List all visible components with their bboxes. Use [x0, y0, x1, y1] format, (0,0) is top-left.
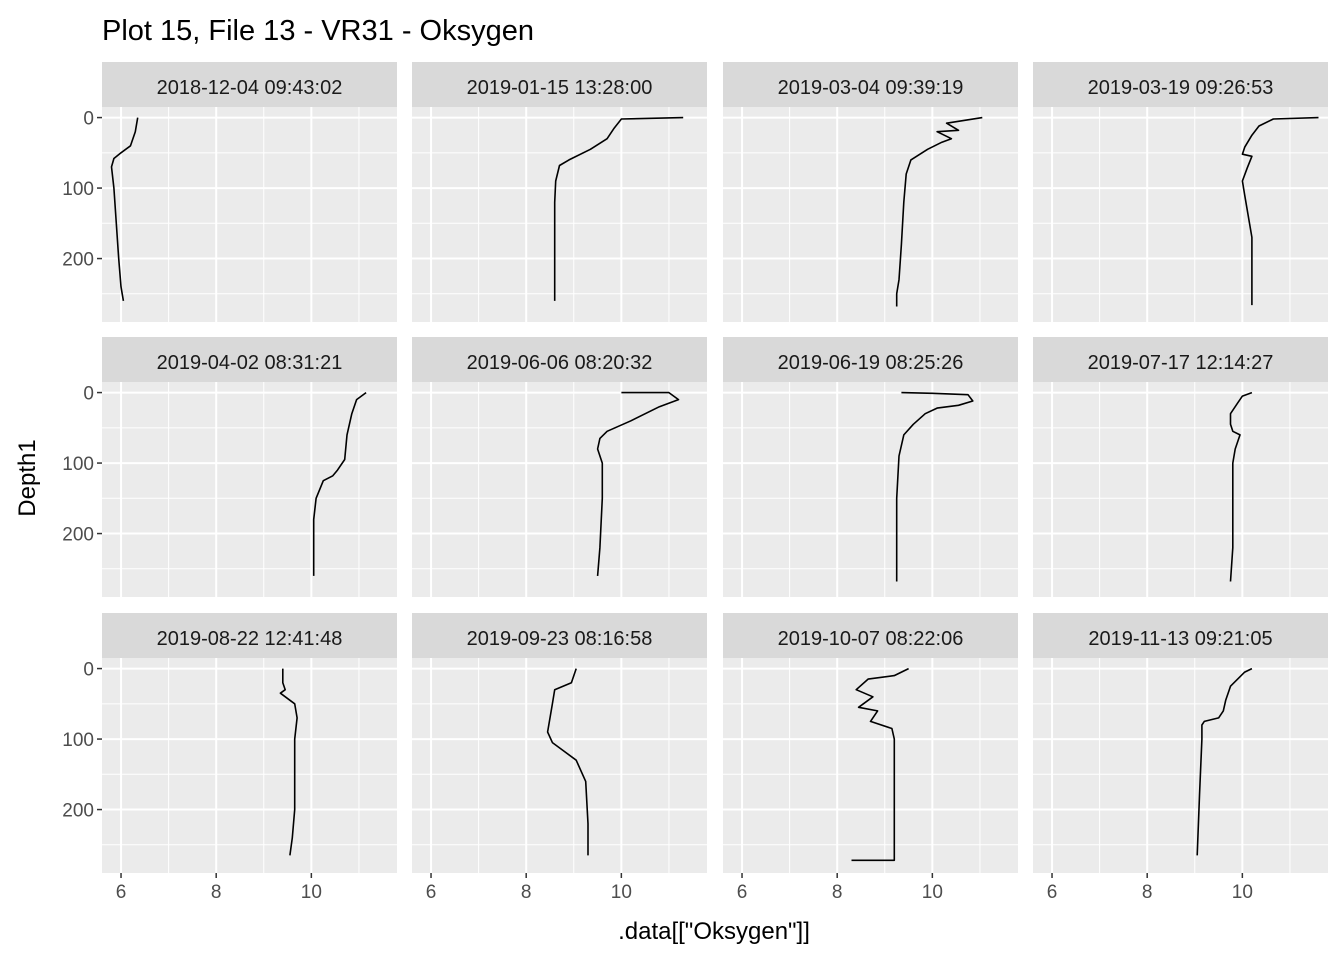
facet-strip-label: 2019-09-23 08:16:58	[467, 628, 653, 650]
x-tick-label: 6	[116, 882, 127, 903]
facet-strip	[1033, 337, 1328, 382]
y-tick-label: 100	[62, 454, 94, 475]
x-axis-title: .data[["Oksygen"]]	[618, 918, 810, 945]
facet-strip-label: 2019-08-22 12:41:48	[157, 628, 343, 650]
y-axis-title: Depth1	[14, 439, 41, 516]
facet-strip-label: 2019-10-07 08:22:06	[778, 628, 964, 650]
panel-background	[412, 107, 707, 322]
facet-strip	[102, 337, 397, 382]
y-tick-label: 100	[62, 179, 94, 200]
facet-strip	[723, 337, 1018, 382]
x-tick-label: 10	[922, 882, 943, 903]
facet-strip-label: 2018-12-04 09:43:02	[157, 77, 343, 99]
facet-strip	[102, 613, 397, 658]
oxygen-profile-line	[851, 667, 909, 862]
facet-panel: 2018-12-04 09:43:02 0 100 200	[62, 62, 397, 322]
oxygen-profile-line	[1196, 667, 1253, 856]
y-tick-label: 200	[62, 525, 94, 546]
facet-panel: 2019-10-07 08:22:06 6 8 10	[723, 613, 1018, 903]
oxygen-profile-line	[553, 116, 684, 301]
panel-background	[723, 382, 1018, 597]
oxygen-profile-line	[1241, 116, 1319, 306]
facet-strip-label: 2019-03-04 09:39:19	[778, 77, 964, 99]
y-tick-label: 0	[83, 109, 94, 130]
oxygen-profile-line	[312, 391, 367, 576]
oxygen-profile-line	[596, 391, 680, 576]
panel-background	[412, 658, 707, 873]
oxygen-profile-line	[110, 117, 139, 302]
x-tick-label: 8	[832, 882, 843, 903]
x-tick-label: 6	[737, 882, 748, 903]
facet-strip	[102, 62, 397, 107]
x-tick-label: 8	[521, 882, 532, 903]
facet-strip-label: 2019-03-19 09:26:53	[1088, 77, 1274, 99]
x-tick-label: 10	[1232, 882, 1253, 903]
panel-background	[102, 382, 397, 597]
panel-background	[723, 107, 1018, 322]
facet-panel: 2019-03-04 09:39:19	[723, 62, 1018, 322]
y-tick-label: 0	[83, 660, 94, 681]
facet-panel: 2019-03-19 09:26:53	[1033, 62, 1328, 322]
x-tick-label: 10	[611, 882, 632, 903]
oxygen-profile-line	[546, 668, 589, 856]
facet-strip	[412, 62, 707, 107]
panel-background	[412, 382, 707, 597]
facet-strip	[412, 337, 707, 382]
facet-strip-label: 2019-07-17 12:14:27	[1088, 352, 1274, 374]
facet-panel: 2019-06-06 08:20:32	[412, 337, 707, 597]
facet-panel: 2019-09-23 08:16:58 6 8 10	[412, 613, 707, 903]
facet-panel: 2019-06-19 08:25:26	[723, 337, 1018, 597]
x-tick-label: 6	[426, 882, 437, 903]
chart-title: Plot 15, File 13 - VR31 - Oksygen	[102, 15, 534, 47]
facet-strip-label: 2019-01-15 13:28:00	[467, 77, 653, 99]
facet-panel: 2019-07-17 12:14:27	[1033, 337, 1328, 597]
y-tick-label: 200	[62, 801, 94, 822]
oxygen-profile-line	[279, 668, 298, 856]
x-tick-label: 6	[1047, 882, 1058, 903]
y-tick-label: 0	[83, 384, 94, 405]
facet-panel: 2019-01-15 13:28:00	[412, 62, 707, 322]
panel-background	[1033, 382, 1328, 597]
facet-strip-label: 2019-11-13 09:21:05	[1088, 628, 1272, 650]
facet-panel: 2019-08-22 12:41:48 0 100 200 6 8 10	[62, 613, 397, 903]
facet-strip-label: 2019-04-02 08:31:21	[157, 352, 343, 374]
x-tick-label: 8	[1142, 882, 1153, 903]
facet-strip	[723, 62, 1018, 107]
facet-strip	[723, 613, 1018, 658]
facet-strip	[1033, 613, 1328, 658]
oxygen-profile-line	[1229, 391, 1253, 582]
x-tick-label: 8	[211, 882, 222, 903]
facet-panel: 2019-04-02 08:31:21 0 100 200	[62, 337, 397, 597]
facet-strip	[1033, 62, 1328, 107]
panel-background	[1033, 658, 1328, 873]
y-tick-label: 100	[62, 730, 94, 751]
panel-background	[102, 107, 397, 322]
facet-strip-label: 2019-06-06 08:20:32	[467, 352, 653, 374]
panel-background	[102, 658, 397, 873]
panel-background	[1033, 107, 1328, 322]
oxygen-profile-line	[895, 116, 983, 307]
x-tick-label: 10	[301, 882, 322, 903]
panel-background	[723, 658, 1018, 873]
oxygen-profile-line	[895, 391, 974, 582]
facet-panel: 2019-11-13 09:21:05 6 8 10	[1033, 613, 1328, 903]
facet-strip-label: 2019-06-19 08:25:26	[778, 352, 964, 374]
y-tick-label: 200	[62, 250, 94, 271]
facet-strip	[412, 613, 707, 658]
